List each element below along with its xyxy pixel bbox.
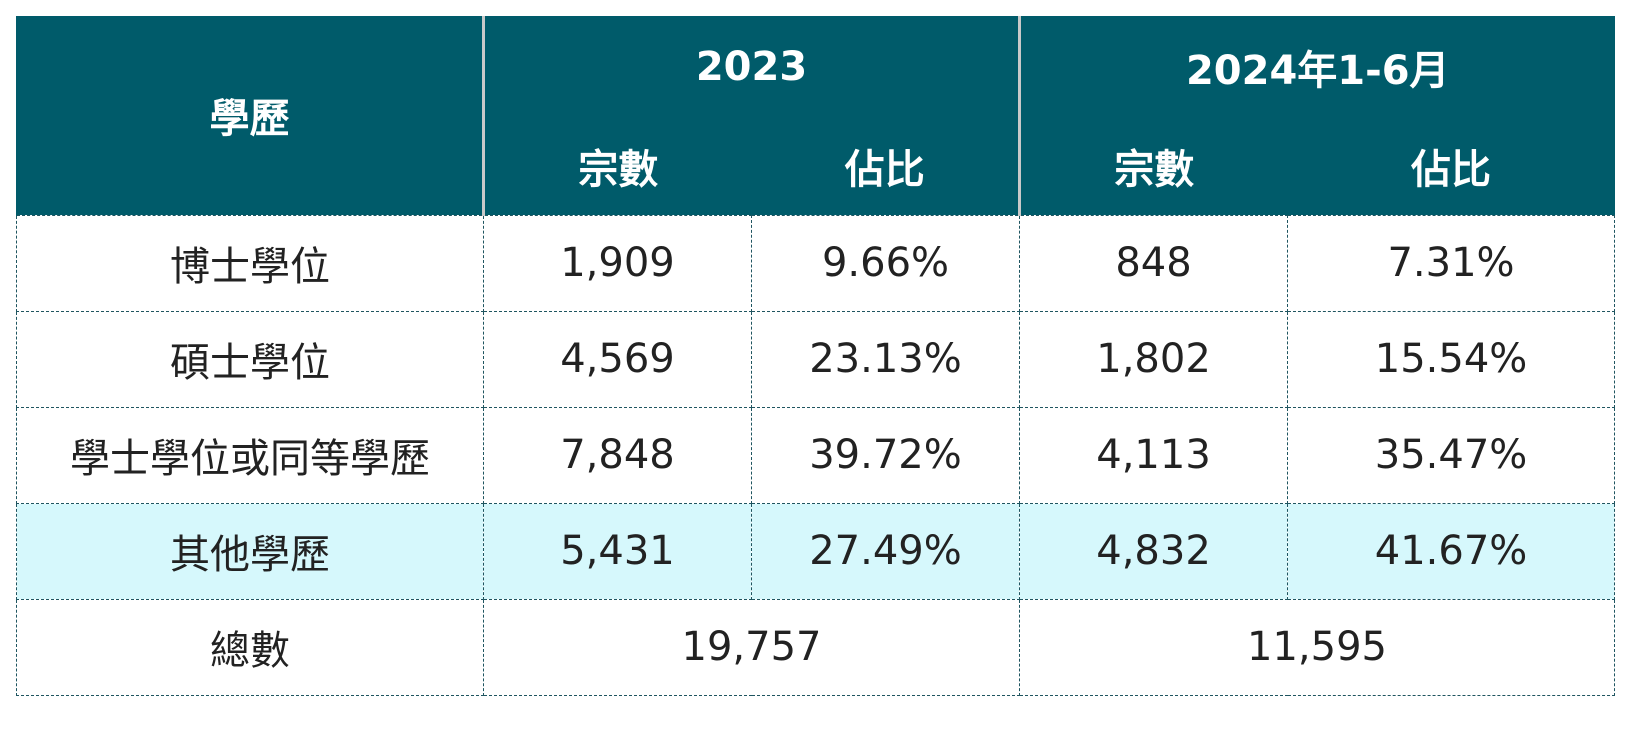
count-2023: 7,848 (483, 406, 752, 504)
table-row: 學士學位或同等學歷 7,848 39.72% 4,113 35.47% (16, 406, 1616, 504)
header-share-2024: 佔比 (1287, 118, 1615, 215)
table-row: 碩士學位 4,569 23.13% 1,802 15.54% (16, 310, 1616, 408)
count-2023: 1,909 (483, 214, 752, 312)
row-label: 其他學歷 (16, 502, 484, 600)
total-2023: 19,757 (482, 598, 1021, 696)
share-2024: 7.31% (1287, 214, 1616, 312)
header-share-2023: 佔比 (751, 118, 1022, 215)
share-2023: 23.13% (750, 310, 1021, 408)
share-2024: 15.54% (1287, 310, 1616, 408)
count-2023: 5,431 (483, 502, 752, 600)
table-row: 博士學位 1,909 9.66% 848 7.31% (16, 214, 1616, 312)
row-label: 學士學位或同等學歷 (16, 406, 484, 504)
total-row: 總數 19,757 11,595 (16, 598, 1616, 696)
count-2024: 4,113 (1019, 406, 1289, 504)
share-2024: 35.47% (1287, 406, 1616, 504)
header-count-2024: 宗數 (1019, 118, 1288, 215)
count-2023: 4,569 (483, 310, 752, 408)
row-label: 碩士學位 (16, 310, 484, 408)
header-education: 學歷 (16, 16, 485, 215)
share-2023: 27.49% (750, 502, 1021, 600)
table-row-highlighted: 其他學歷 5,431 27.49% 4,832 41.67% (16, 502, 1616, 600)
total-label: 總數 (16, 598, 484, 696)
header-count-2023: 宗數 (483, 118, 752, 215)
total-2024: 11,595 (1019, 598, 1616, 696)
row-label: 博士學位 (16, 214, 484, 312)
count-2024: 848 (1019, 214, 1289, 312)
header-year-2023: 2023 (483, 16, 1022, 118)
share-2023: 9.66% (750, 214, 1021, 312)
education-stats-table: 學歷 2023 2024年1-6月 宗數 佔比 宗數 佔比 博士學位 1,909… (16, 16, 1616, 696)
share-2023: 39.72% (750, 406, 1021, 504)
count-2024: 4,832 (1019, 502, 1289, 600)
header-year-2024: 2024年1-6月 (1019, 16, 1615, 118)
count-2024: 1,802 (1019, 310, 1289, 408)
share-2024: 41.67% (1287, 502, 1616, 600)
